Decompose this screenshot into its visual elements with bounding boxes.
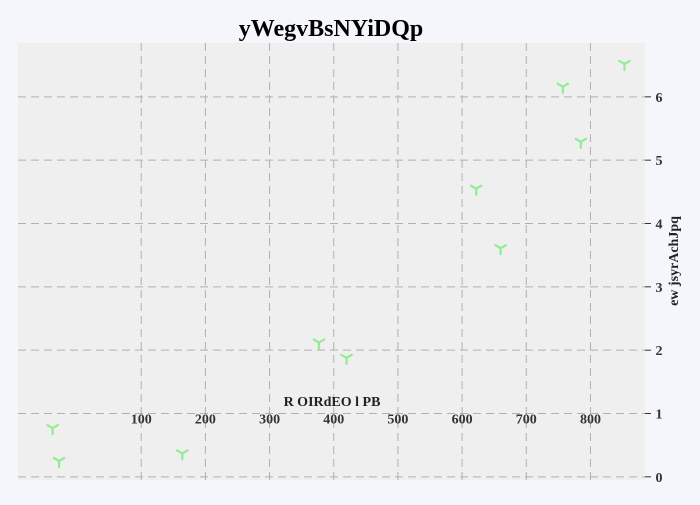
y-tick-label: 2 bbox=[656, 344, 663, 359]
x-tick-label: 800 bbox=[580, 413, 601, 428]
data-point bbox=[46, 423, 59, 436]
data-point bbox=[494, 244, 507, 256]
y-tick-label: 0 bbox=[656, 471, 663, 486]
data-point bbox=[52, 456, 66, 469]
y-tick-label: 1 bbox=[656, 408, 663, 423]
chart-title: yWegvBsNYiDQp bbox=[239, 16, 423, 42]
x-axis-label: R OIRdEO l PB bbox=[284, 395, 381, 410]
x-tick-label: 700 bbox=[516, 413, 537, 428]
data-points bbox=[46, 59, 631, 469]
y-gridlines bbox=[18, 96, 651, 478]
x-gridlines bbox=[140, 43, 591, 480]
x-tick-labels: 100 200 300 400 500 600 700 800 bbox=[131, 413, 601, 428]
data-point bbox=[618, 59, 631, 72]
data-point bbox=[469, 184, 483, 196]
data-point bbox=[556, 82, 570, 94]
y-axis-label: ew jsyrAchJpq bbox=[667, 216, 682, 306]
plot-area bbox=[18, 43, 645, 480]
x-tick-label: 100 bbox=[131, 413, 152, 428]
y-tick-label: 6 bbox=[656, 91, 663, 106]
data-point bbox=[340, 353, 353, 365]
y-tick-label: 5 bbox=[656, 154, 663, 169]
y-tick-labels: 0 1 2 3 4 5 6 bbox=[656, 91, 663, 486]
x-tick-label: 500 bbox=[387, 413, 408, 428]
data-point bbox=[175, 449, 189, 461]
y-tick-label: 3 bbox=[656, 281, 663, 296]
data-point bbox=[574, 137, 588, 149]
x-tick-label: 200 bbox=[195, 413, 216, 428]
x-tick-label: 400 bbox=[323, 413, 344, 428]
x-tick-label: 600 bbox=[452, 413, 473, 428]
y-tick-label: 4 bbox=[656, 218, 663, 233]
data-point bbox=[312, 338, 326, 350]
x-tick-label: 300 bbox=[259, 413, 280, 428]
